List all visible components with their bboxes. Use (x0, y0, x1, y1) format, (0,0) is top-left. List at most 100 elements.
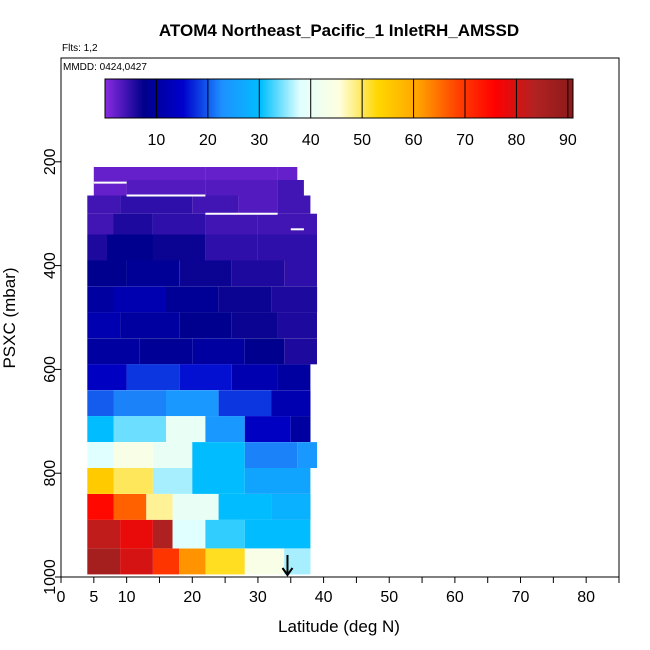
flight-track-lines (93, 160, 304, 231)
heatmap-cells (87, 167, 318, 575)
y-axis-label: PSXC (mbar) (0, 267, 19, 368)
heatmap-cell (152, 468, 193, 494)
y-tick-label: 800 (42, 460, 59, 487)
colorbar-tick-label: 30 (250, 132, 268, 149)
heatmap-cell (87, 390, 114, 417)
axes: 0 5 10 20 30 40 50 60 70 80 200 400 600 800 1000 (42, 57, 620, 606)
y-tick-label: 1000 (42, 559, 59, 595)
heatmap-cell (152, 442, 193, 468)
colorbar-bar (104, 78, 574, 119)
heatmap-cell (152, 548, 180, 575)
heatmap-cell (205, 519, 245, 549)
x-tick-label: 5 (89, 589, 98, 606)
colorbar-tick-label: 50 (353, 132, 371, 149)
heatmap-cell (244, 519, 311, 549)
latitude-marker (281, 555, 294, 577)
heatmap-cell (179, 548, 206, 575)
heatmap-cell (126, 180, 206, 196)
heatmap-cell (257, 213, 317, 235)
plot-frame (60, 57, 620, 578)
heatmap-cell (244, 416, 291, 442)
heatmap-cell (297, 442, 317, 468)
heatmap-cell (93, 180, 127, 196)
heatmap-cell (113, 468, 153, 494)
heatmap-cell (284, 338, 317, 365)
heatmap-cell (205, 167, 278, 180)
heatmap-cell (284, 260, 317, 287)
colorbar-tick-label: 80 (508, 132, 526, 149)
heatmap-cell (172, 494, 219, 520)
heatmap-cell (244, 442, 298, 468)
x-tick-label: 20 (183, 589, 201, 606)
x-tick-label: 30 (249, 589, 267, 606)
heatmap-cell (87, 494, 114, 520)
heatmap-cell (87, 548, 121, 575)
colorbar-tick-label: 60 (405, 132, 423, 149)
heatmap-cell (87, 213, 114, 235)
heatmap-cell (93, 167, 206, 180)
heatmap-cell (192, 195, 239, 214)
heatmap-cell (152, 213, 206, 235)
x-tick-label: 60 (446, 589, 464, 606)
heatmap-cell (205, 213, 258, 235)
heatmap-cell (120, 519, 153, 549)
heatmap-cell (277, 364, 311, 391)
heatmap-cell (87, 286, 114, 313)
heatmap-cell (172, 519, 206, 549)
heatmap-cell (87, 338, 140, 365)
heatmap-cell (244, 548, 285, 575)
heatmap-cell (113, 286, 166, 313)
heatmap-cell (205, 234, 258, 261)
heatmap-cell (139, 338, 193, 365)
flights-note: Flts: 1,2 (62, 43, 98, 54)
x-tick-label: 40 (315, 589, 333, 606)
x-tick-label: 70 (512, 589, 530, 606)
heatmap-cell (120, 548, 153, 575)
heatmap-cell (152, 234, 206, 261)
heatmap-cell (218, 390, 272, 417)
heatmap-cell (166, 416, 206, 442)
heatmap-cell (179, 364, 232, 391)
y-tick-label: 600 (42, 356, 59, 383)
heatmap-cell (192, 442, 245, 468)
chart-title: ATOM4 Northeast_Pacific_1 InletRH_AMSSD (159, 21, 519, 40)
dates-note: MMDD: 0424,0427 (63, 62, 147, 73)
heatmap-cell (231, 364, 278, 391)
heatmap-cell (87, 442, 114, 468)
colorbar-tick-label: 90 (559, 132, 577, 149)
colorbar-tick-label: 10 (148, 132, 166, 149)
heatmap-cell (179, 312, 232, 339)
x-tick-label: 10 (118, 589, 136, 606)
heatmap-cell (120, 195, 193, 214)
heatmap-cell (87, 234, 107, 261)
heatmap-cell (146, 494, 173, 520)
heatmap-cell (244, 468, 311, 494)
heatmap-cell (277, 180, 304, 196)
heatmap-cell (231, 260, 285, 287)
heatmap-cell (166, 390, 219, 417)
x-tick-label: 50 (380, 589, 398, 606)
heatmap-cell (218, 494, 272, 520)
x-axis-label: Latitude (deg N) (278, 617, 400, 636)
heatmap-cell (205, 416, 245, 442)
heatmap-cell (218, 286, 272, 313)
heatmap-cell (244, 338, 285, 365)
heatmap-cell (152, 519, 173, 549)
heatmap-cell (271, 286, 318, 313)
heatmap-cell (257, 234, 317, 261)
heatmap-cell (271, 494, 311, 520)
heatmap-cell (87, 468, 114, 494)
heatmap-cell (120, 312, 180, 339)
heatmap-cell (192, 468, 245, 494)
colorbar-tick-label: 40 (302, 132, 320, 149)
y-tick-label: 400 (42, 252, 59, 279)
colorbar-tick-label: 20 (199, 132, 217, 149)
heatmap-cell (271, 390, 311, 417)
heatmap-cell (113, 494, 147, 520)
x-tick-label: 80 (577, 589, 595, 606)
heatmap-cell (87, 260, 127, 287)
heatmap-cell (113, 213, 153, 235)
heatmap-cell (113, 416, 166, 442)
